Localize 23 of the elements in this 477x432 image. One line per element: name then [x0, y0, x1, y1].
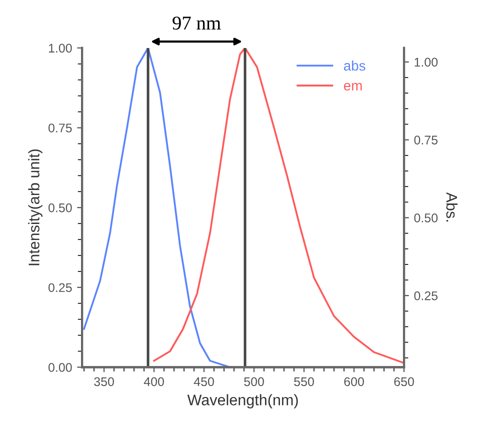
x-tick-label: 350	[94, 377, 114, 386]
x-tick-label: 650	[394, 377, 414, 386]
x-tick-label: 550	[294, 377, 314, 386]
x-tick-label: 600	[344, 377, 364, 386]
y2-tick-label: 1.00	[414, 58, 438, 67]
y-axis-title: Intensity(arb unit)	[28, 150, 42, 266]
y2-tick-label: 0.75	[414, 136, 438, 144]
y-tick-label: 0.25	[48, 283, 72, 292]
y-tick-label: 1.00	[48, 44, 72, 53]
legend-label: abs	[344, 60, 366, 71]
line-series	[153, 48, 404, 364]
y2-tick-label: 0.25	[414, 291, 438, 300]
x-axis-title: Wavelength(nm)	[187, 394, 298, 408]
y-tick-label: 0.50	[48, 203, 72, 212]
x-tick-label: 400	[144, 377, 164, 386]
y2-axis-title: Abs.	[446, 192, 458, 222]
legend-label: em	[344, 82, 362, 91]
y-tick-label: 0.75	[48, 124, 72, 132]
x-tick-label: 450	[194, 377, 214, 386]
text: 97 nm	[172, 16, 221, 30]
y-tick-label: 0.00	[48, 363, 72, 372]
y2-tick-label: 0.50	[414, 214, 438, 222]
x-tick-label: 500	[244, 377, 264, 386]
